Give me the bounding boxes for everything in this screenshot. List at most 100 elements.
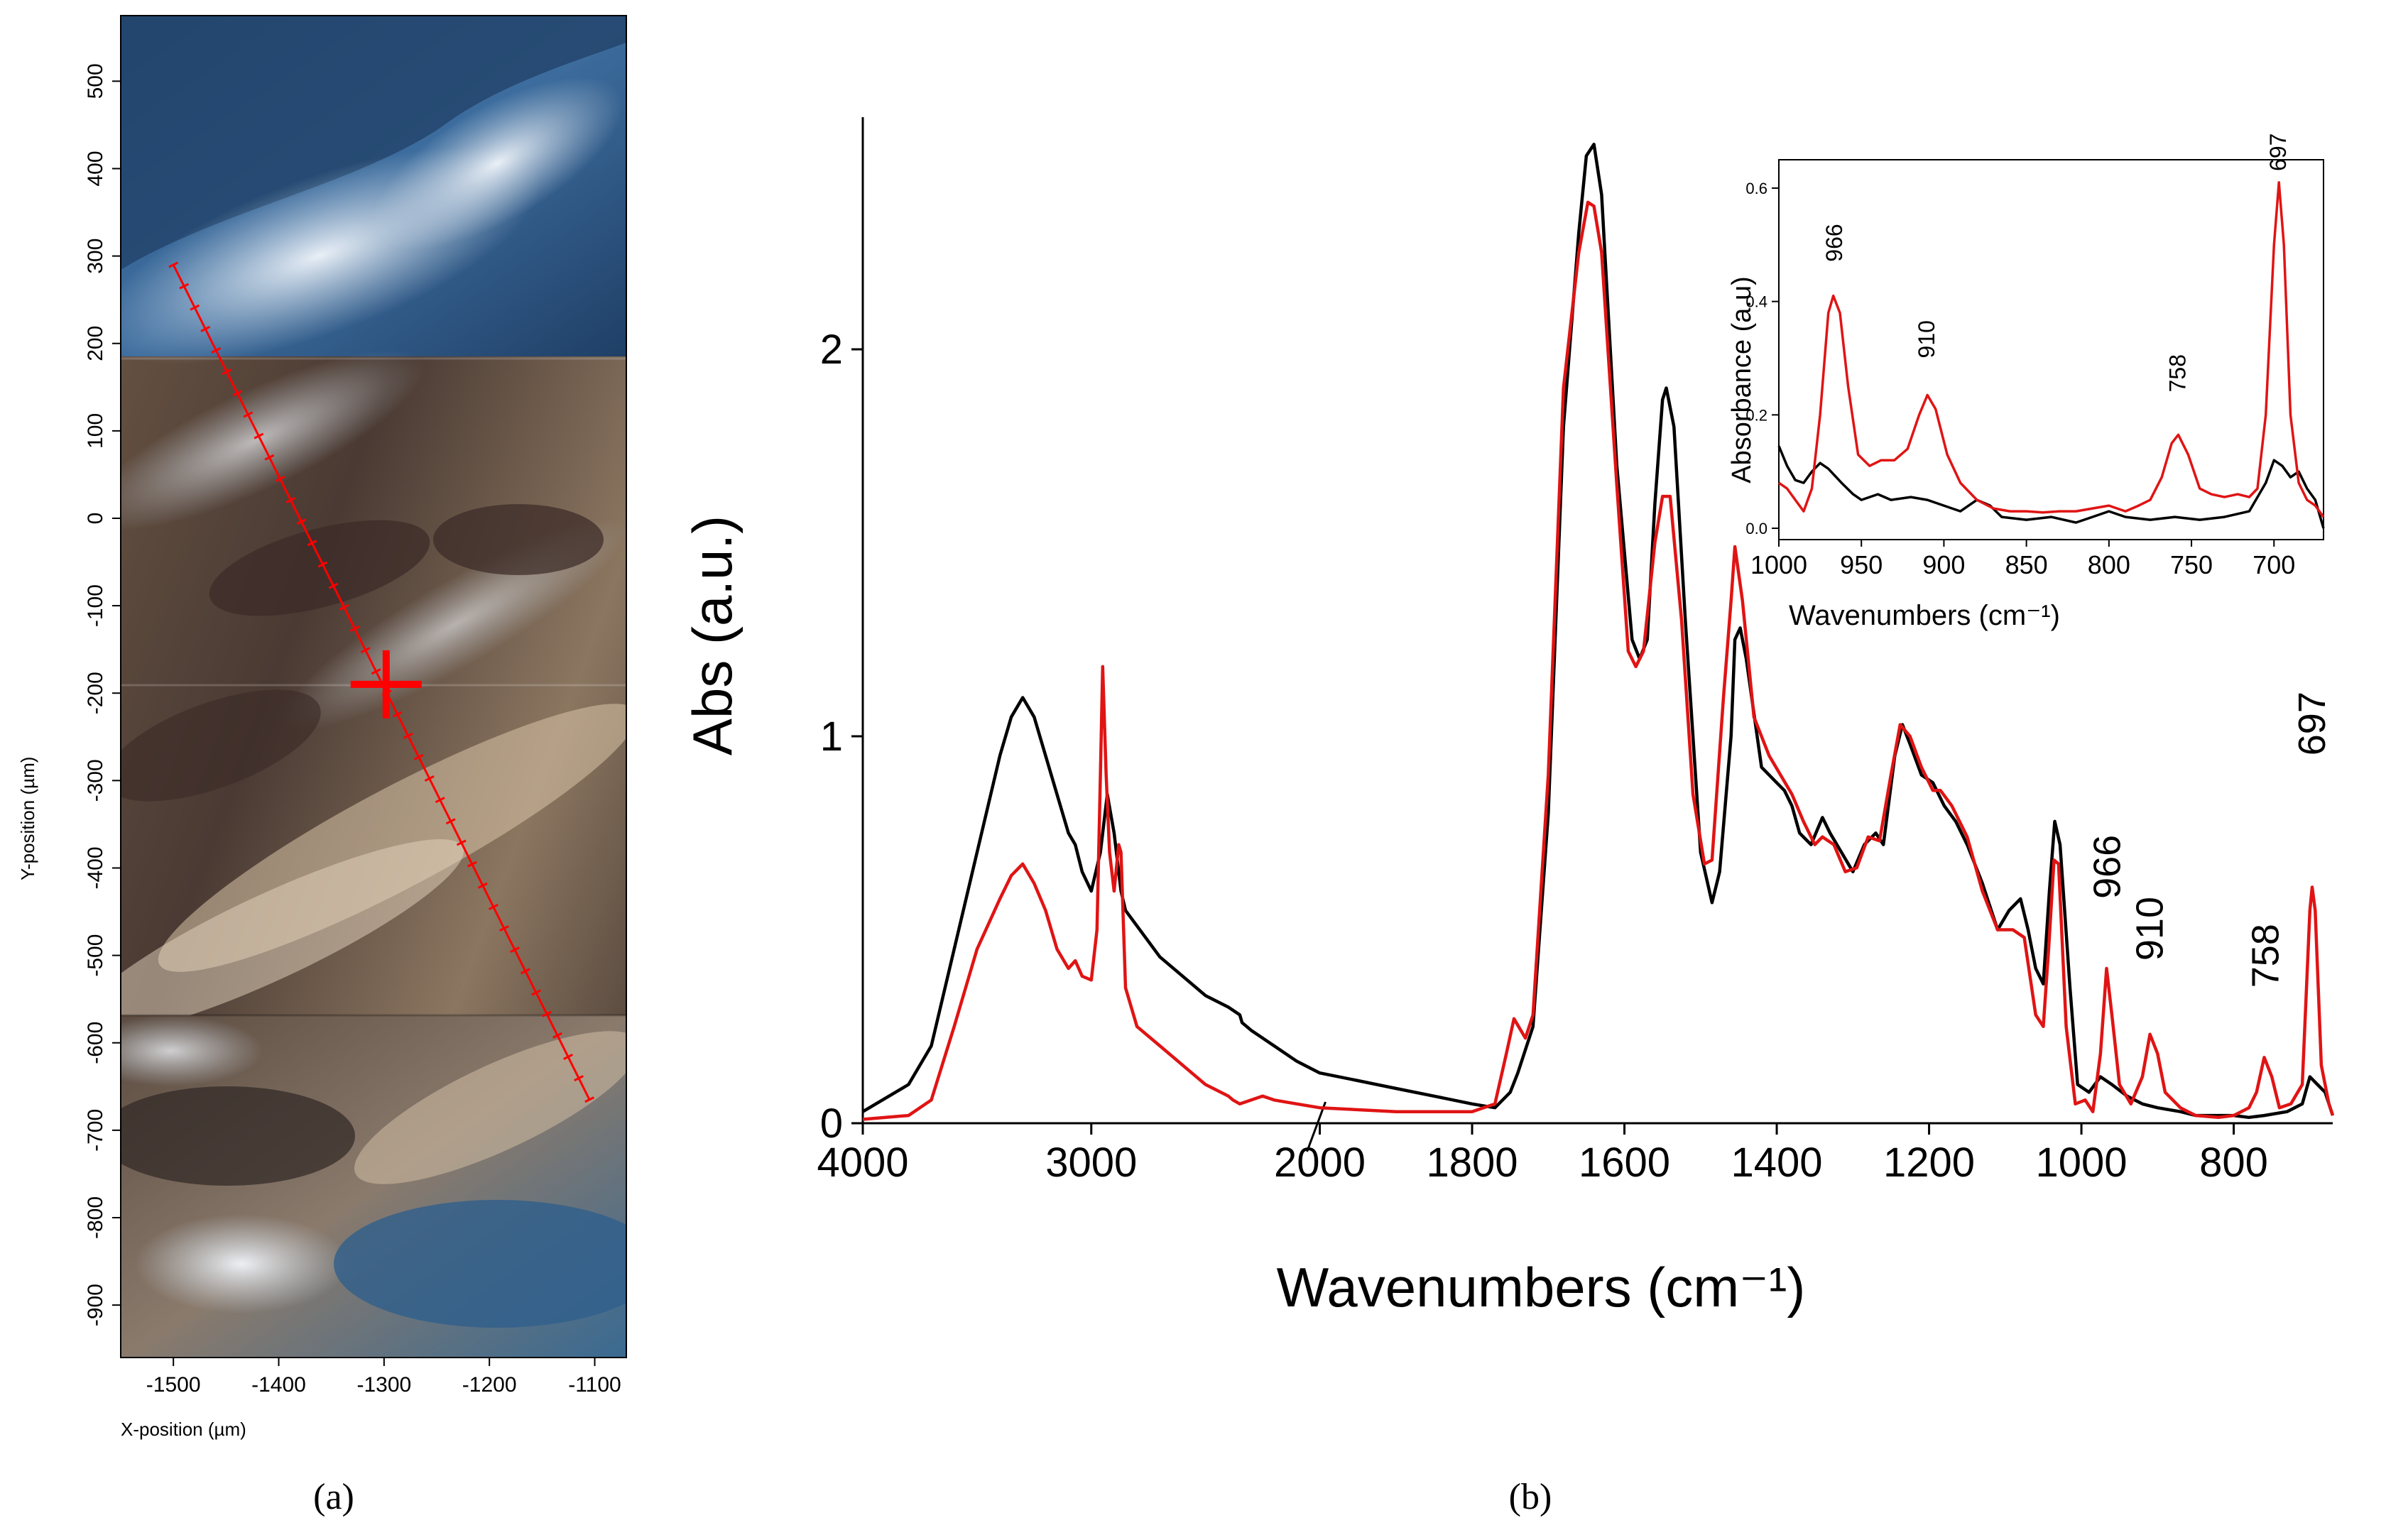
panel-b-label: (b) [1509, 1477, 1552, 1517]
scan-point [445, 818, 456, 825]
scan-point [317, 561, 328, 568]
main-x-tick-label: 800 [2199, 1140, 2268, 1186]
inset-spectrum-black [1777, 445, 2325, 529]
scan-point [467, 861, 477, 868]
scan-point [413, 753, 424, 760]
map-frame [120, 15, 627, 1358]
inset-peak-label-910: 910 [1914, 320, 1939, 358]
map-y-tick-label: -400 [84, 846, 107, 889]
map-x-tick-label: -1200 [462, 1373, 517, 1397]
scan-point [488, 903, 499, 910]
scan-point [254, 432, 264, 439]
scan-point [232, 390, 243, 397]
inset-spectrum-red [1778, 181, 2325, 518]
scan-point [435, 797, 445, 804]
scan-point [360, 647, 371, 654]
scan-point [349, 626, 360, 632]
peak-label-966: 966 [2086, 835, 2129, 899]
peak-label-758: 758 [2245, 924, 2287, 988]
main-x-tick-label: 4000 [817, 1140, 908, 1186]
scan-point [211, 347, 222, 354]
scan-point [264, 454, 275, 461]
scan-point [456, 839, 467, 846]
main-x-tick-label: 1400 [1731, 1140, 1823, 1186]
inset-spectrum-plot: 1000 950 900 850 800 750 700 0.0 0.2 0.4 0.6 966 910… [1745, 133, 2325, 579]
main-spectrum-plot: 4000 3000 2000 1800 1600 1400 1200 1000 800 0 1 2 96… [817, 117, 2335, 1186]
inset-x-tick-label: 850 [2005, 550, 2048, 579]
scan-point [168, 261, 179, 268]
inset-peak-label-758: 758 [2164, 354, 2190, 392]
main-x-tick-label: 3000 [1045, 1140, 1137, 1186]
map-y-tick-label: 300 [84, 239, 107, 274]
inset-peak-label-697: 697 [2265, 133, 2291, 171]
scan-point [392, 711, 403, 718]
inset-x-tick-label: 800 [2088, 550, 2130, 579]
map-y-tick-label: -500 [84, 934, 107, 977]
main-x-tick-label: 1600 [1579, 1140, 1670, 1186]
main-y-tick-label: 0 [820, 1101, 843, 1147]
axis-break-mark [1306, 1101, 1327, 1152]
map-y-tick-label: -900 [84, 1284, 107, 1326]
inset-x-tick-label: 950 [1840, 550, 1883, 579]
map-y-tick-label: -300 [84, 759, 107, 802]
map-y-tick-label: 0 [84, 513, 107, 525]
main-y-tick-label: 2 [820, 327, 843, 373]
scan-point [307, 540, 317, 547]
map-y-tick-label: 200 [84, 326, 107, 361]
peak-label-697: 697 [2291, 692, 2333, 755]
main-x-tick-label: 1000 [2036, 1140, 2128, 1186]
scan-point [179, 283, 190, 290]
map-y-tick-label: 400 [84, 151, 107, 186]
map-y-tick-label: -200 [84, 672, 107, 714]
map-x-tick-label: -1500 [146, 1373, 201, 1397]
panel-b: 4000 3000 2000 1800 1600 1400 1200 1000 800 0 1 2 96… [681, 117, 2335, 1517]
map-axes: -1500 -1400 -1300 -1200 -1100 500 400 300 200 100… [84, 63, 621, 1397]
map-x-tick-label: -1400 [251, 1373, 306, 1397]
map-x-tick-label: -1100 [568, 1373, 621, 1397]
inset-y-tick-label: 0.2 [1745, 406, 1767, 424]
inset-x-tick-label: 900 [1922, 550, 1965, 579]
inset-y-tick-label: 0.4 [1745, 293, 1767, 311]
scan-point [243, 411, 254, 418]
map-y-tick-label: -700 [84, 1109, 107, 1152]
scan-point [499, 925, 509, 932]
map-y-tick-label: 500 [84, 63, 107, 99]
map-y-tick-label: -800 [84, 1196, 107, 1239]
peak-label-910: 910 [2129, 897, 2172, 961]
panel-a: -1500 -1400 -1300 -1200 -1100 500 400 300 200 100… [17, 15, 627, 1517]
scan-point [531, 989, 541, 996]
inset-frame [1778, 159, 2324, 540]
scan-point [285, 497, 296, 504]
scan-point [222, 368, 232, 376]
main-x-tick-label: 1200 [1883, 1140, 1975, 1186]
scan-point [521, 968, 530, 975]
main-x-axis-label: Wavenumbers (cm⁻¹) [1277, 1256, 1806, 1318]
scan-point [339, 604, 349, 611]
scan-point [371, 668, 381, 675]
inset-y-axis-label: Absorbance (a.u) [1727, 276, 1757, 484]
scan-point [328, 582, 339, 589]
scan-point [190, 304, 200, 311]
scan-point [200, 325, 211, 332]
spectrum-red [862, 200, 2335, 1121]
scan-point [584, 1096, 595, 1103]
inset-peak-label-966: 966 [1821, 224, 1847, 261]
scan-point [424, 775, 435, 782]
inset-y-tick-label: 0.0 [1745, 520, 1767, 537]
main-x-tick-label: 1800 [1427, 1140, 1518, 1186]
main-y-axis-label: Abs (a.u.) [681, 515, 743, 755]
spectrum-black [861, 142, 2335, 1120]
line-scan-track [168, 261, 595, 1103]
map-x-axis-label: X-position (µm) [121, 1419, 246, 1440]
microscope-photo [121, 16, 626, 1358]
map-y-axis-label: Y-position (µm) [17, 757, 38, 880]
scan-point [574, 1075, 584, 1082]
panel-a-label: (a) [313, 1477, 354, 1517]
inset-x-tick-label: 1000 [1750, 550, 1807, 579]
scan-point [509, 946, 520, 954]
inset-x-tick-label: 750 [2170, 550, 2213, 579]
inset-y-tick-label: 0.6 [1745, 180, 1767, 197]
scan-point [275, 475, 285, 482]
scan-point [296, 518, 307, 525]
